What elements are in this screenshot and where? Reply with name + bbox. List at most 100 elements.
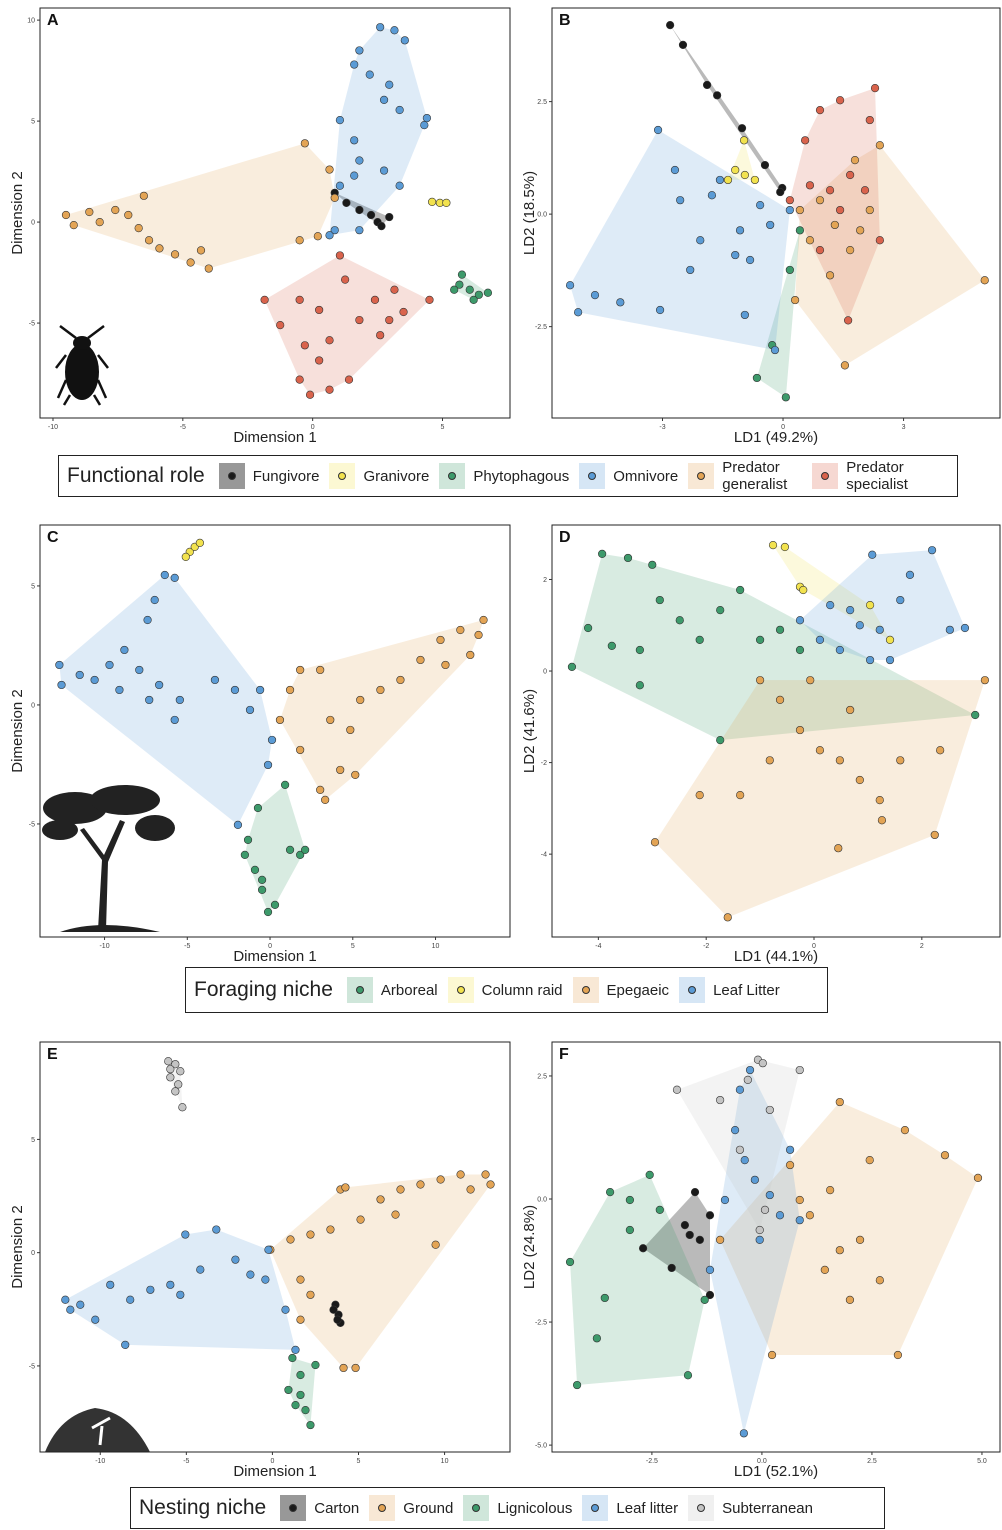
point [196, 539, 204, 547]
point [126, 1296, 134, 1304]
x-tick-label: 2 [920, 943, 924, 950]
point [171, 251, 179, 259]
x-tick-label: 10 [432, 943, 440, 950]
point [289, 1354, 297, 1362]
legend-swatch [679, 977, 705, 1003]
legend-label: Predator specialist [846, 459, 926, 493]
point [651, 838, 659, 846]
point [397, 676, 405, 684]
point [759, 1059, 767, 1067]
x-tick-label: -3 [659, 424, 665, 431]
point [836, 206, 844, 214]
point [796, 206, 804, 214]
legend-item: Column raid [448, 977, 563, 1003]
point [187, 259, 195, 267]
point [598, 550, 606, 558]
point [70, 221, 78, 229]
point [856, 1236, 864, 1244]
y-tick-label: 5 [31, 583, 35, 590]
point [886, 656, 894, 664]
point [302, 1406, 310, 1414]
point [766, 221, 774, 229]
point [776, 626, 784, 634]
point [282, 1306, 290, 1314]
point [931, 831, 939, 839]
point [457, 626, 465, 634]
legend-dot [472, 1504, 480, 1512]
legend-swatch [579, 463, 605, 489]
x-tick-label: 3 [902, 424, 906, 431]
point [91, 676, 99, 684]
point [145, 696, 153, 704]
point [135, 666, 143, 674]
x-tick-label: -10 [48, 424, 58, 431]
point [696, 791, 704, 799]
point [656, 306, 664, 314]
legend-label: Carton [314, 1500, 359, 1517]
point [744, 1076, 752, 1084]
point [316, 786, 324, 794]
point [706, 1266, 714, 1274]
point [437, 1176, 445, 1184]
point [258, 876, 266, 884]
point [296, 746, 304, 754]
point [866, 656, 874, 664]
point [307, 1291, 315, 1299]
point [878, 816, 886, 824]
point [776, 1211, 784, 1219]
point [786, 1161, 794, 1169]
point [856, 227, 864, 235]
point [179, 1103, 187, 1111]
point [716, 1096, 724, 1104]
point [768, 1351, 776, 1359]
point [356, 226, 364, 234]
x-axis-label: Dimension 1 [233, 1463, 316, 1480]
point [340, 1364, 348, 1372]
point [716, 1236, 724, 1244]
point [573, 1381, 581, 1389]
legend-item: Granivore [329, 463, 429, 489]
point [177, 1067, 185, 1075]
point [856, 776, 864, 784]
point [866, 206, 874, 214]
point [417, 656, 425, 664]
point [392, 1211, 400, 1219]
point [856, 621, 864, 629]
y-tick-label: 0 [31, 702, 35, 709]
point [197, 247, 205, 255]
point [315, 306, 323, 314]
point [147, 1286, 155, 1294]
point [86, 208, 94, 216]
legend-label: Fungivore [253, 468, 320, 485]
point [258, 886, 266, 894]
point [766, 1191, 774, 1199]
x-tick-label: -10 [99, 943, 109, 950]
point [376, 331, 384, 339]
point [385, 81, 393, 89]
y-tick-label: -5 [29, 1363, 35, 1370]
point [796, 726, 804, 734]
legend-item: Fungivore [219, 463, 320, 489]
point [876, 626, 884, 634]
point [297, 1316, 305, 1324]
hull [570, 130, 790, 350]
y-tick-label: -2.5 [535, 324, 547, 331]
point [936, 746, 944, 754]
point [330, 1306, 338, 1314]
point [306, 391, 314, 399]
point [286, 846, 294, 854]
x-axis-label: LD1 (52.1%) [734, 1463, 818, 1480]
point [334, 1316, 342, 1324]
point [796, 1216, 804, 1224]
legend-label: Predator generalist [722, 459, 802, 493]
point [806, 182, 814, 190]
point [331, 194, 339, 202]
point [941, 1151, 949, 1159]
point [285, 1386, 293, 1394]
point [356, 47, 364, 55]
point [106, 1281, 114, 1289]
point [371, 296, 379, 304]
legend-label: Ground [403, 1500, 453, 1517]
point [96, 218, 104, 226]
